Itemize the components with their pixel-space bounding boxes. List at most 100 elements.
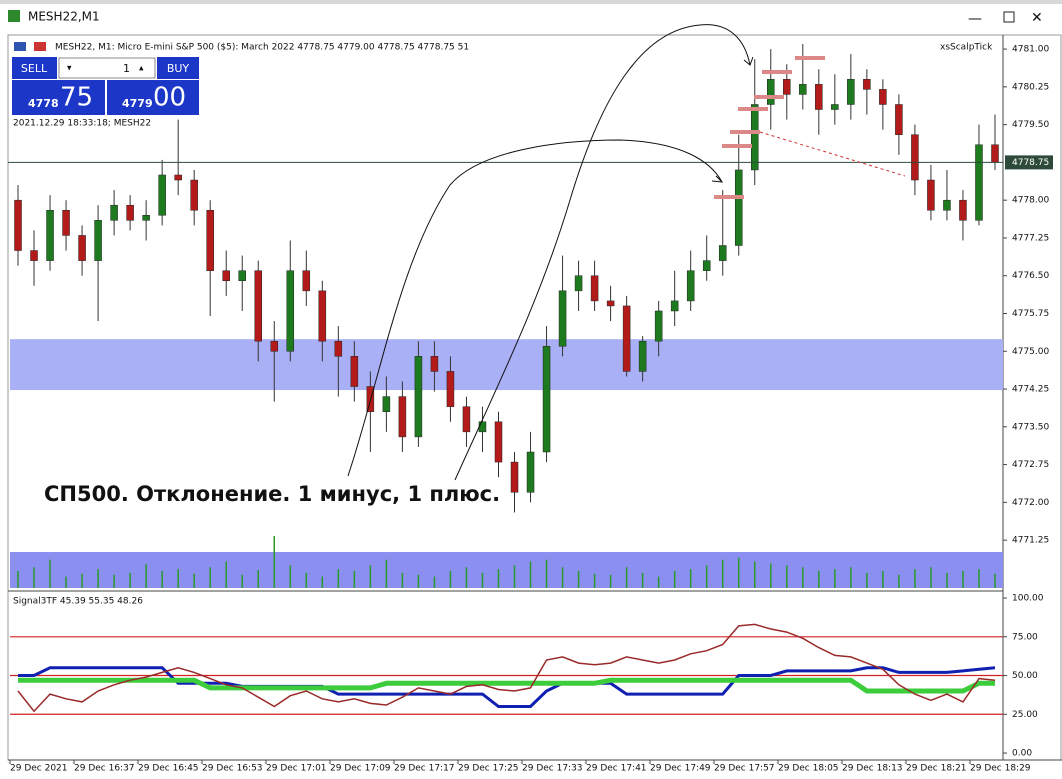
current-price-box [1005,155,1053,170]
y-tick-label: 4772.75 [1012,460,1049,470]
y-tick-label: 4776.50 [1012,271,1049,281]
bid-main[interactable]: 4778 [28,97,59,110]
arrowhead [743,56,754,66]
candle-body [847,79,855,105]
buy-button[interactable] [157,57,199,79]
ask-pips[interactable]: 00 [153,83,186,113]
trade-marker [730,130,760,134]
sell-label[interactable]: SELL [21,62,48,75]
candle-body [94,220,102,261]
indicator-line [18,677,995,694]
candle-body [222,270,230,282]
lot-stepper[interactable]: ▴ [139,64,144,74]
candle-body [574,275,583,292]
candle-body [702,260,711,271]
candle-body [558,290,567,347]
candle-body [799,84,807,95]
current-price-label: 4778.75 [1012,158,1049,168]
bid-pips[interactable]: 75 [60,83,93,113]
candle-body [350,356,359,387]
y-tick-label: 4780.25 [1012,82,1049,92]
x-tick-label: 29 Dec 16:37 [74,764,135,774]
overlay: MESH22, M1: Micro E-mini S&P 500 ($5): M… [12,24,993,607]
candle-body [526,451,535,493]
candle-body [975,144,983,221]
candle-body [430,356,439,372]
x-tick-label: 29 Dec 18:21 [906,764,967,774]
timestamp: 2021.12.29 18:33:18; MESH22 [13,119,151,129]
candle-body [863,79,871,90]
x-tick-label: 29 Dec 17:57 [714,764,775,774]
candle-body [286,270,295,352]
candle-body [638,340,647,372]
candle-body [206,209,214,271]
candle-body [462,406,471,433]
y-tick-label: 4775.75 [1012,309,1049,319]
minimize-button[interactable]: — [968,11,982,27]
x-tick-label: 29 Dec 17:01 [266,764,327,774]
y-tick-label: 4772.00 [1012,498,1049,508]
candle-body [670,300,679,312]
candle-body [414,356,423,438]
y-tick-label: 4775.00 [1012,347,1049,357]
candle-body [879,89,887,105]
x-tick-label: 29 Dec 17:49 [650,764,711,774]
close-button[interactable]: ✕ [1031,10,1043,26]
lot-input[interactable] [58,57,156,79]
trade-marker [722,144,752,148]
y-tick-label: 4774.25 [1012,385,1049,395]
candle-body [238,270,246,282]
bid-panel[interactable] [12,80,105,115]
candle-body [510,461,519,493]
x-tick-label: 29 Dec 17:09 [330,764,391,774]
candle-body [398,396,407,438]
candle-body [110,204,118,221]
y-tick-label: 0.00 [1012,749,1032,759]
arrowhead [711,175,724,183]
x-tick-label: 29 Dec 18:05 [778,764,839,774]
candle-body [686,270,695,302]
candle-body [815,84,823,110]
candle-body [446,371,455,407]
header-icon [14,42,26,51]
candle-body [831,104,839,110]
candle-body [542,345,551,453]
candle-body [478,421,487,433]
candle-body [334,340,343,357]
maximize-button[interactable] [1003,11,1015,23]
trade-marker [754,95,784,99]
sell-button[interactable] [12,57,57,79]
candle-body [734,169,743,246]
lot-value[interactable]: 1 [123,62,130,75]
candle-body [590,275,599,302]
candle-body [991,144,999,163]
window-icon [8,10,20,22]
buy-label[interactable]: BUY [167,62,190,75]
candle-body [654,310,663,342]
ask-panel[interactable] [107,80,199,115]
indicator-line [18,666,996,708]
x-tick-label: 29 Dec 2021 [10,764,68,774]
candle-body [158,174,166,216]
candle-body [959,199,967,221]
candle-body [718,245,727,261]
candle-body [943,199,951,211]
lot-dropdown[interactable]: ▾ [67,64,72,74]
trade-marker [714,195,744,199]
y-tick-label: 4771.25 [1012,536,1049,546]
ask-main[interactable]: 4779 [122,97,153,110]
candle-body [767,79,775,105]
window-title: MESH22,M1 [28,10,100,24]
y-tick-label: 4779.50 [1012,120,1049,130]
indicator-name: xsScalpTick [940,43,993,53]
header-icon [34,42,46,51]
y-tick-label: 4781.00 [1012,45,1049,55]
chart-header: MESH22, M1: Micro E-mini S&P 500 ($5): M… [55,43,469,53]
indicator-header: Signal3TF 45.39 55.35 48.26 [13,597,143,607]
indicator-line [17,623,996,713]
candle-body [14,199,22,251]
x-tick-label: 29 Dec 17:41 [586,764,647,774]
x-tick-label: 29 Dec 16:53 [202,764,263,774]
y-tick-label: 100.00 [1012,594,1044,604]
